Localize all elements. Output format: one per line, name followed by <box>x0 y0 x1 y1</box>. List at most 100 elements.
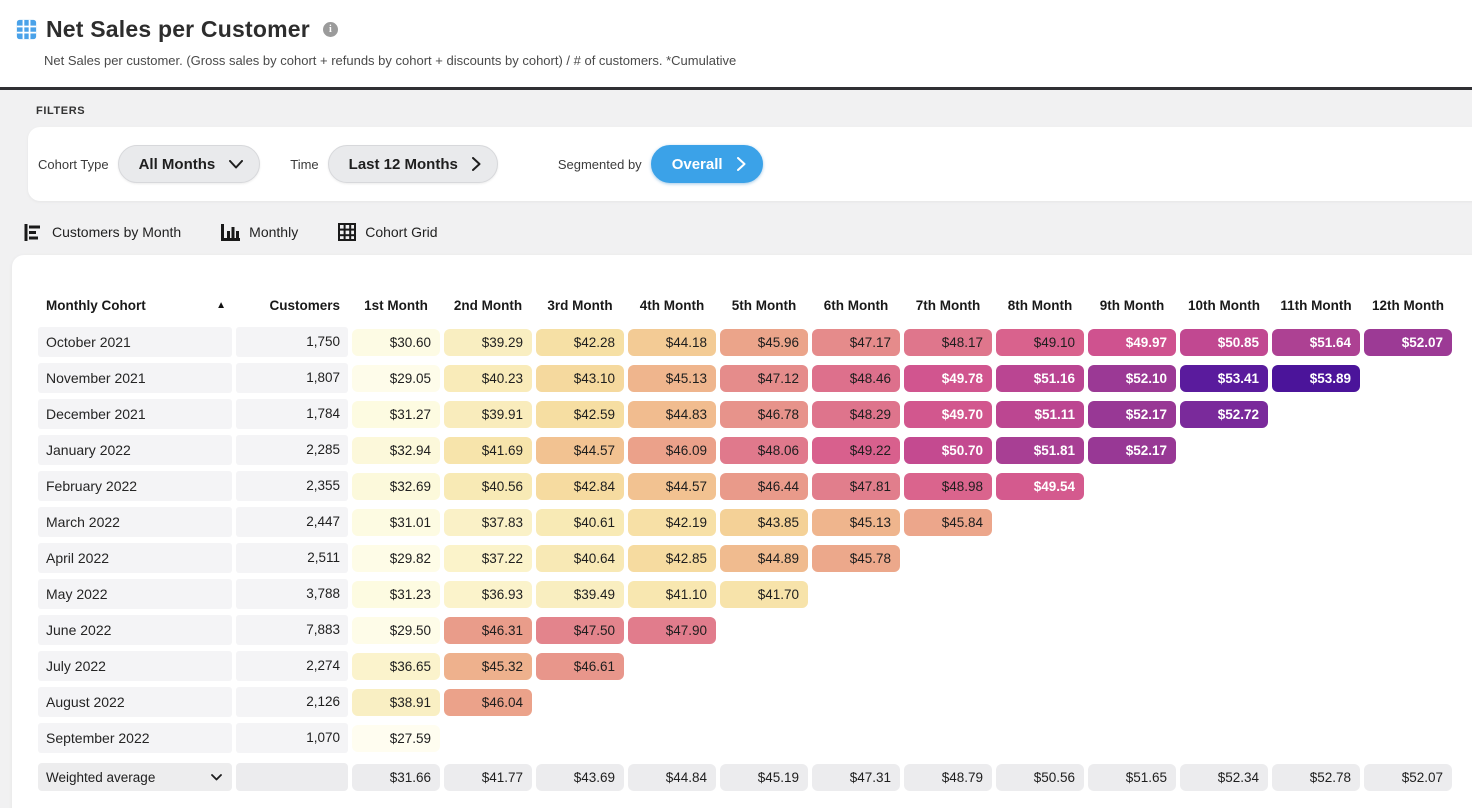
heat-cell[interactable]: $31.27 <box>352 400 440 428</box>
heat-cell[interactable]: $45.13 <box>628 364 716 392</box>
heat-cell[interactable]: $31.23 <box>352 580 440 608</box>
heat-cell[interactable]: $53.41 <box>1180 364 1268 392</box>
heat-cell[interactable]: $42.85 <box>628 544 716 572</box>
heat-cell[interactable]: $47.90 <box>628 616 716 644</box>
heat-cell[interactable]: $37.22 <box>444 544 532 572</box>
heat-cell[interactable]: $49.22 <box>812 436 900 464</box>
heat-cell[interactable]: $46.09 <box>628 436 716 464</box>
heat-cell[interactable]: $44.57 <box>628 472 716 500</box>
column-header-month-2[interactable]: 2nd Month <box>453 298 523 313</box>
heat-cell[interactable]: $47.81 <box>812 472 900 500</box>
time-filter-button[interactable]: Last 12 Months <box>327 145 498 183</box>
segmented-by-button[interactable]: Overall <box>650 145 763 183</box>
heat-cell[interactable]: $39.49 <box>536 580 624 608</box>
heat-cell[interactable]: $52.72 <box>1180 400 1268 428</box>
heat-cell[interactable]: $42.28 <box>536 328 624 356</box>
heat-cell[interactable]: $41.10 <box>628 580 716 608</box>
heat-cell[interactable]: $48.17 <box>904 328 992 356</box>
heat-cell[interactable]: $27.59 <box>352 724 440 752</box>
heat-cell[interactable]: $37.83 <box>444 508 532 536</box>
heat-cell[interactable]: $45.84 <box>904 508 992 536</box>
heat-cell[interactable]: $52.07 <box>1364 328 1452 356</box>
column-header-customers[interactable]: Customers <box>269 298 340 313</box>
heat-cell[interactable]: $48.06 <box>720 436 808 464</box>
column-header-month-3[interactable]: 3rd Month <box>547 298 613 313</box>
heat-cell[interactable]: $45.78 <box>812 544 900 572</box>
heat-cell[interactable]: $48.29 <box>812 400 900 428</box>
heat-cell[interactable]: $39.29 <box>444 328 532 356</box>
heat-cell[interactable]: $42.19 <box>628 508 716 536</box>
heat-cell[interactable]: $36.93 <box>444 580 532 608</box>
heat-cell[interactable]: $44.18 <box>628 328 716 356</box>
heat-cell[interactable]: $48.98 <box>904 472 992 500</box>
heat-cell[interactable]: $52.10 <box>1088 364 1176 392</box>
heat-cell[interactable]: $46.61 <box>536 652 624 680</box>
heat-cell[interactable]: $52.17 <box>1088 400 1176 428</box>
heat-cell[interactable]: $44.83 <box>628 400 716 428</box>
tab-cohort-grid[interactable]: Cohort Grid <box>338 223 438 241</box>
info-icon[interactable]: i <box>322 22 338 37</box>
heat-cell[interactable]: $44.89 <box>720 544 808 572</box>
heat-cell[interactable]: $51.64 <box>1272 328 1360 356</box>
heat-cell[interactable]: $50.70 <box>904 436 992 464</box>
heat-cell[interactable]: $47.12 <box>720 364 808 392</box>
heat-cell[interactable]: $51.11 <box>996 400 1084 428</box>
heat-cell[interactable]: $30.60 <box>352 328 440 356</box>
heat-cell[interactable]: $32.69 <box>352 472 440 500</box>
tab-monthly[interactable]: Monthly <box>221 223 298 241</box>
column-header-month-1[interactable]: 1st Month <box>364 298 428 313</box>
column-header-month-10[interactable]: 10th Month <box>1188 298 1260 313</box>
heat-cell[interactable]: $48.46 <box>812 364 900 392</box>
heat-cell[interactable]: $45.96 <box>720 328 808 356</box>
column-header-month-7[interactable]: 7th Month <box>915 298 981 313</box>
heat-cell[interactable]: $47.50 <box>536 616 624 644</box>
heat-cell[interactable]: $40.64 <box>536 544 624 572</box>
heat-cell[interactable]: $39.91 <box>444 400 532 428</box>
heat-cell[interactable]: $49.10 <box>996 328 1084 356</box>
column-header-monthly-cohort[interactable]: Monthly Cohort ▲ <box>38 295 232 317</box>
heat-cell[interactable]: $53.89 <box>1272 364 1360 392</box>
heat-cell[interactable]: $40.56 <box>444 472 532 500</box>
heat-cell[interactable]: $46.04 <box>444 688 532 716</box>
column-header-month-12[interactable]: 12th Month <box>1372 298 1444 313</box>
heat-cell[interactable]: $49.97 <box>1088 328 1176 356</box>
heat-cell[interactable]: $45.13 <box>812 508 900 536</box>
heat-cell[interactable]: $32.94 <box>352 436 440 464</box>
column-header-month-11[interactable]: 11th Month <box>1280 298 1352 313</box>
heat-cell[interactable]: $49.70 <box>904 400 992 428</box>
column-header-month-4[interactable]: 4th Month <box>639 298 705 313</box>
heat-cell[interactable]: $36.65 <box>352 652 440 680</box>
heat-cell[interactable]: $41.70 <box>720 580 808 608</box>
column-header-month-9[interactable]: 9th Month <box>1099 298 1165 313</box>
heat-cell[interactable]: $40.23 <box>444 364 532 392</box>
heat-cell[interactable]: $46.78 <box>720 400 808 428</box>
heat-cell[interactable]: $49.54 <box>996 472 1084 500</box>
heat-cell[interactable]: $31.01 <box>352 508 440 536</box>
heat-cell[interactable]: $49.78 <box>904 364 992 392</box>
heat-cell[interactable]: $46.44 <box>720 472 808 500</box>
heat-cell[interactable]: $51.81 <box>996 436 1084 464</box>
heat-cell[interactable]: $51.16 <box>996 364 1084 392</box>
heat-cell[interactable]: $47.17 <box>812 328 900 356</box>
heat-cell[interactable]: $50.85 <box>1180 328 1268 356</box>
heat-cell[interactable]: $29.82 <box>352 544 440 572</box>
sort-ascending-icon[interactable]: ▲ <box>216 300 226 311</box>
weighted-average-select[interactable]: Weighted average <box>38 763 232 791</box>
column-header-month-5[interactable]: 5th Month <box>731 298 797 313</box>
cohort-type-dropdown[interactable]: All Months <box>117 145 261 183</box>
heat-cell[interactable]: $45.32 <box>444 652 532 680</box>
heat-cell[interactable]: $43.85 <box>720 508 808 536</box>
column-header-month-8[interactable]: 8th Month <box>1007 298 1073 313</box>
column-header-month-6[interactable]: 6th Month <box>823 298 889 313</box>
heat-cell[interactable]: $29.50 <box>352 616 440 644</box>
heat-cell[interactable]: $41.69 <box>444 436 532 464</box>
heat-cell[interactable]: $43.10 <box>536 364 624 392</box>
heat-cell[interactable]: $44.57 <box>536 436 624 464</box>
heat-cell[interactable]: $38.91 <box>352 688 440 716</box>
heat-cell[interactable]: $42.84 <box>536 472 624 500</box>
heat-cell[interactable]: $40.61 <box>536 508 624 536</box>
tab-customers-by-month[interactable]: Customers by Month <box>24 223 181 241</box>
heat-cell[interactable]: $46.31 <box>444 616 532 644</box>
heat-cell[interactable]: $42.59 <box>536 400 624 428</box>
heat-cell[interactable]: $52.17 <box>1088 436 1176 464</box>
